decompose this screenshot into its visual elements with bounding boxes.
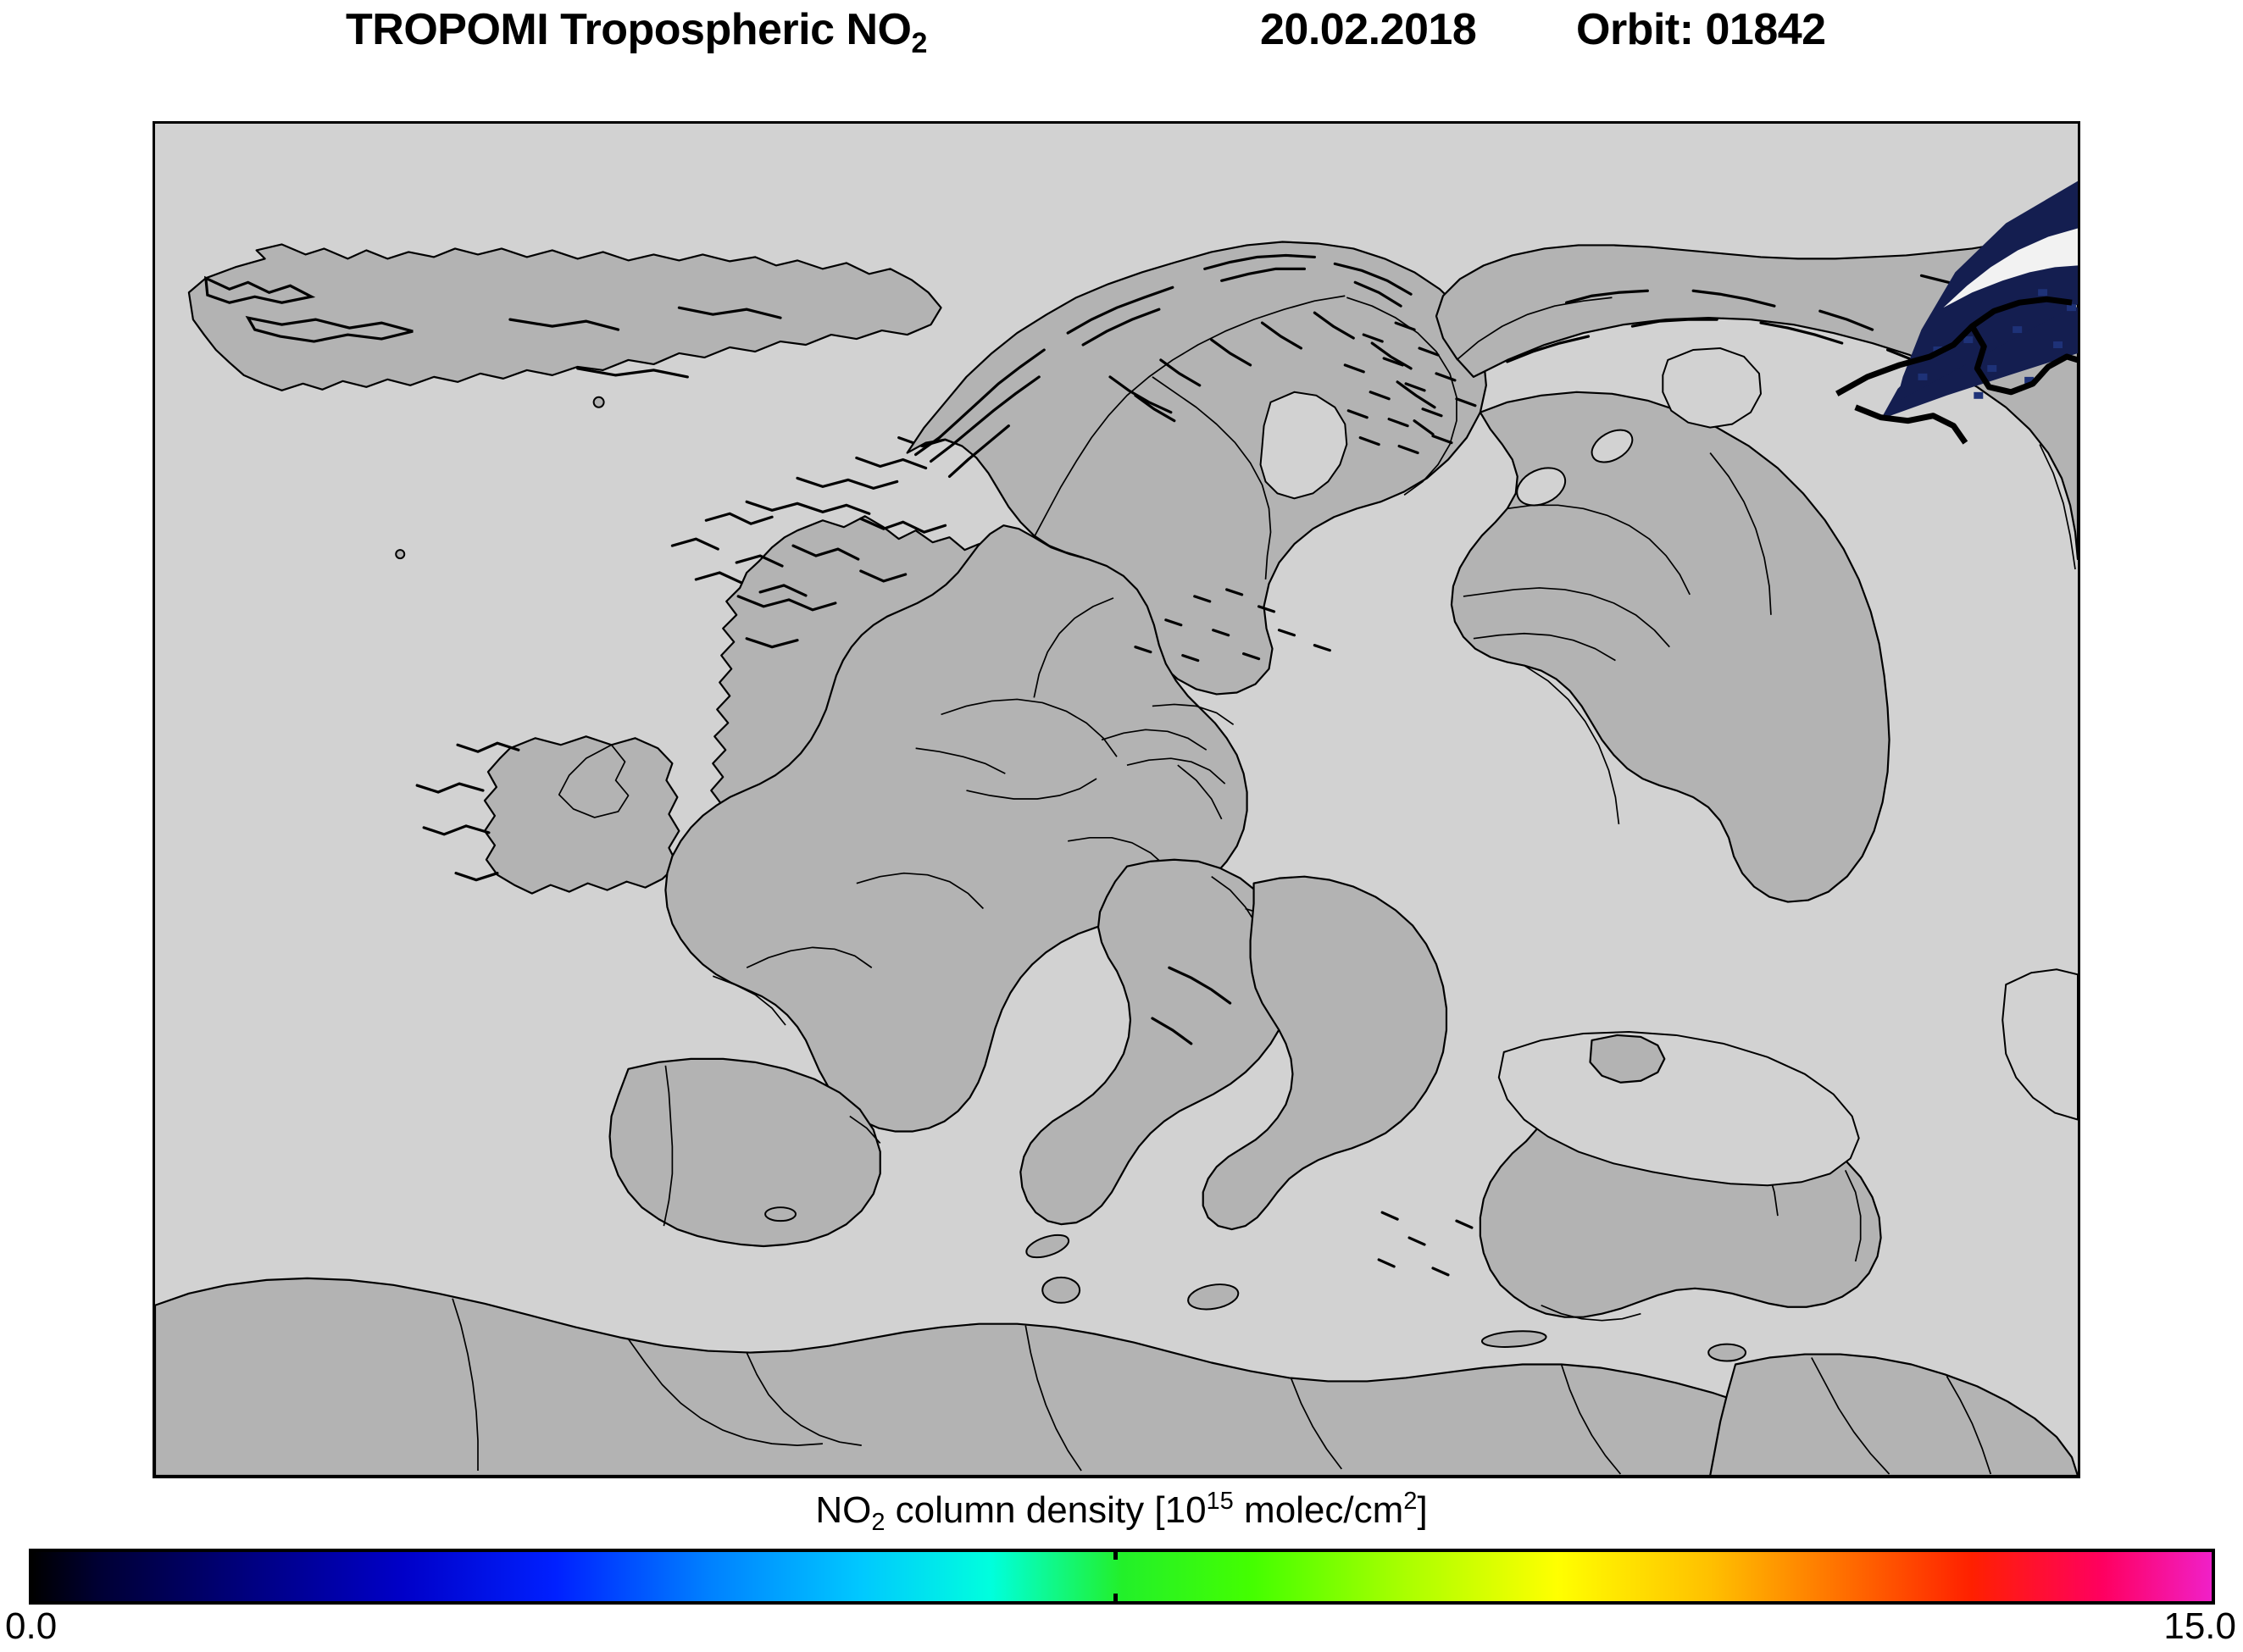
island-balearic — [764, 1206, 797, 1222]
header-bar: TROPOMI Tropospheric NO2 20.02.2018 Orbi… — [0, 0, 2243, 93]
island-faroe — [592, 396, 605, 408]
tropomi-data-swath — [1835, 180, 2078, 445]
page-title-subscript: 2 — [911, 27, 927, 59]
colorbar-label-prefix: NO — [815, 1489, 872, 1531]
coastline-baltic-speckle — [1134, 588, 1331, 662]
colorbar-tick-top — [1113, 1549, 1118, 1560]
colorbar-label-suffix: molec/cm — [1233, 1489, 1404, 1531]
map-panel[interactable] — [153, 121, 2080, 1478]
landmass-crimea — [1589, 1034, 1666, 1084]
island-corsica — [1025, 1233, 1070, 1259]
island-sicily — [1187, 1283, 1240, 1311]
colorbar-max-label: 15.0 — [2163, 1605, 2236, 1647]
coastline-over-swath — [1835, 296, 2078, 445]
landmass-iberia — [608, 1057, 881, 1248]
colorbar[interactable] — [29, 1549, 2215, 1605]
colorbar-gradient[interactable] — [29, 1549, 2215, 1605]
island-crete — [1480, 1330, 1547, 1348]
colorbar-min-label: 0.0 — [5, 1605, 58, 1647]
landmass-middle-east — [1709, 1353, 2078, 1476]
water-caspian-sea — [2001, 968, 2078, 1121]
landmass-scandinavia — [906, 241, 1487, 696]
colorbar-axis-label: NO2 column density [1015 molec/cm2] — [0, 1488, 2243, 1536]
swath-cloud-pixels-west — [1943, 228, 2078, 308]
colorbar-label-mid: column density [10 — [885, 1489, 1207, 1531]
landmass-eastern-europe — [1450, 391, 1890, 903]
coastline-finnish-lakes — [1343, 321, 1477, 455]
colorbar-label-exponent-2: 2 — [1403, 1488, 1418, 1515]
island-sardinia — [1041, 1276, 1081, 1304]
europe-basemap — [155, 224, 2078, 1476]
water-lake-onega — [1591, 429, 1634, 463]
water-black-sea — [1497, 1030, 1860, 1187]
coastline-scotland-isles — [670, 512, 808, 597]
water-lake-ladoga — [1516, 467, 1567, 507]
page-title-text: TROPOMI Tropospheric NO — [346, 5, 912, 54]
colorbar-label-exponent: 15 — [1206, 1488, 1234, 1515]
coastline-aegean-islands — [1377, 1211, 1474, 1277]
orbit-number: Orbit: 01842 — [1576, 5, 1826, 54]
colorbar-label-end: ] — [1417, 1489, 1428, 1531]
landmass-iceland — [187, 243, 942, 391]
island-cyprus — [1707, 1343, 1747, 1362]
observation-date: 20.02.2018 — [1260, 5, 1477, 54]
island-small-1 — [395, 549, 406, 560]
landmass-ireland — [415, 735, 680, 895]
colorbar-label-subscript: 2 — [871, 1509, 886, 1536]
colorbar-tick-bottom — [1113, 1594, 1118, 1605]
page-title: TROPOMI Tropospheric NO2 — [346, 4, 927, 59]
water-white-sea — [1662, 346, 1763, 429]
